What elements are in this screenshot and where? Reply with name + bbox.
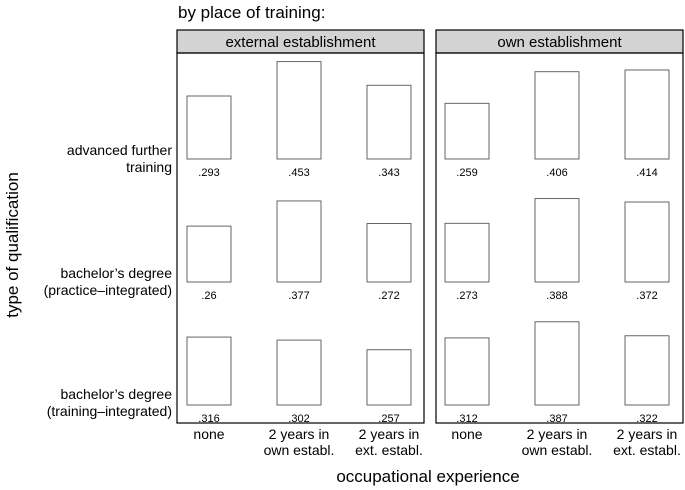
row-label: (training–integrated) [47, 403, 172, 419]
data-label: .312 [456, 413, 477, 425]
x-tick-label: own establ. [522, 442, 593, 458]
data-label: .453 [288, 167, 309, 179]
x-tick-label: 2 years in [359, 426, 420, 442]
data-label: .26 [201, 290, 216, 302]
row-label: training [126, 159, 172, 175]
x-axis-title: occupational experience [336, 467, 519, 486]
bar [186, 95, 232, 160]
x-tick-label: 2 years in [617, 426, 678, 442]
bar [624, 69, 670, 160]
panel-frame [435, 52, 684, 424]
bar [444, 102, 490, 160]
data-label: .388 [546, 290, 567, 302]
chart-title: by place of training: [178, 3, 325, 22]
bar [366, 84, 412, 160]
bar [444, 222, 490, 283]
bar [186, 225, 232, 283]
data-label: .322 [636, 413, 657, 425]
bar [186, 336, 232, 406]
data-label: .387 [546, 413, 567, 425]
bar [366, 223, 412, 283]
bar [534, 198, 580, 283]
x-tick-label: none [451, 426, 482, 442]
panel-strip-label: external establishment [225, 34, 376, 51]
row-label: bachelor’s degree [60, 265, 172, 281]
data-label: .257 [378, 413, 399, 425]
data-label: .272 [378, 290, 399, 302]
x-tick-label: own establ. [264, 442, 335, 458]
row-label: (practice–integrated) [44, 282, 172, 298]
row-label: advanced further [67, 142, 172, 158]
data-label: .302 [288, 413, 309, 425]
row-label: bachelor’s degree [60, 386, 172, 402]
bar [534, 321, 580, 406]
bar [444, 337, 490, 406]
bar [276, 61, 322, 160]
data-label: .406 [546, 167, 567, 179]
x-tick-label: none [193, 426, 224, 442]
x-tick-label: 2 years in [527, 426, 588, 442]
x-tick-label: ext. establ. [613, 442, 681, 458]
panel-frame [176, 52, 425, 424]
y-axis-title: type of qualification [3, 172, 22, 318]
bar [276, 200, 322, 283]
plot-area: external establishment own establishment a… [44, 29, 684, 458]
data-label: .343 [378, 167, 399, 179]
bar [276, 339, 322, 406]
bar [534, 71, 580, 160]
data-label: .377 [288, 290, 309, 302]
data-label: .273 [456, 290, 477, 302]
data-label: .316 [198, 413, 219, 425]
bar [366, 349, 412, 406]
data-label: .259 [456, 167, 477, 179]
bar [624, 335, 670, 406]
panel-strip-label: own establishment [497, 34, 622, 51]
data-label: .414 [636, 167, 657, 179]
data-label: .293 [198, 167, 219, 179]
data-label: .372 [636, 290, 657, 302]
x-tick-label: 2 years in [269, 426, 330, 442]
bar [624, 201, 670, 283]
x-tick-label: ext. establ. [355, 442, 423, 458]
